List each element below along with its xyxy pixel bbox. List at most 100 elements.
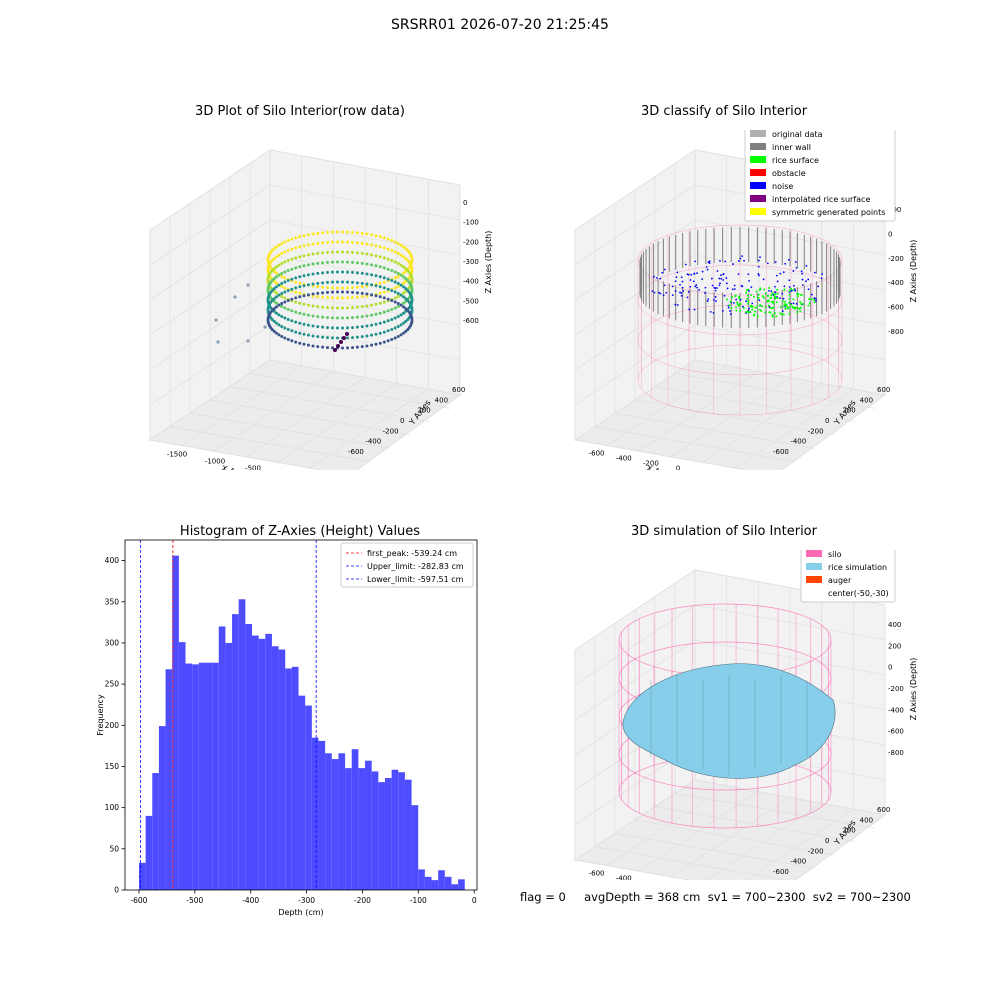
data-point <box>277 263 281 267</box>
data-point <box>370 283 374 287</box>
data-point <box>399 293 403 297</box>
z-tick-label: -200 <box>888 255 904 263</box>
data-point <box>298 341 302 345</box>
data-point <box>404 257 408 261</box>
data-point <box>402 285 406 289</box>
noise-point <box>694 285 697 288</box>
noise-point <box>712 311 715 314</box>
histogram-bar <box>225 642 233 890</box>
data-point <box>316 345 320 349</box>
noise-point <box>801 284 804 286</box>
x-tick-label: -600 <box>589 450 605 458</box>
data-point <box>330 296 334 300</box>
data-point <box>399 273 403 277</box>
rice-surface-point <box>800 293 803 296</box>
noise-point <box>729 310 731 312</box>
data-point <box>316 315 320 319</box>
data-point <box>321 281 325 285</box>
rice-surface-point <box>767 295 770 298</box>
data-point <box>404 319 408 323</box>
data-point <box>396 314 400 318</box>
y-tick-label: -600 <box>348 448 364 456</box>
noise-point <box>731 288 734 291</box>
data-point <box>370 323 374 327</box>
data-point <box>360 285 364 289</box>
data-point <box>274 271 278 275</box>
data-point <box>335 270 339 274</box>
data-point <box>306 293 310 297</box>
outlier-point <box>246 283 250 287</box>
data-point <box>393 316 397 320</box>
data-point <box>272 277 276 281</box>
rice-surface-point <box>771 315 774 318</box>
data-point <box>386 339 390 343</box>
z-tick-label: 0 <box>888 230 892 238</box>
x-tick-label: -200 <box>643 880 659 881</box>
data-point <box>325 280 329 284</box>
rice-surface-point <box>757 293 760 296</box>
data-point <box>286 289 290 293</box>
data-point <box>386 319 390 323</box>
x-tick-label: 200 <box>698 470 711 471</box>
data-point <box>306 233 310 237</box>
data-point <box>316 261 320 265</box>
data-point <box>351 290 355 294</box>
rice-surface-point <box>750 293 753 296</box>
grid-line <box>269 324 461 361</box>
data-point <box>351 240 355 244</box>
legend-swatch <box>806 563 822 570</box>
data-point <box>355 315 359 319</box>
noise-point <box>741 285 744 288</box>
rice-surface-point <box>745 291 748 294</box>
data-point <box>393 290 397 294</box>
noise-point <box>719 259 721 262</box>
data-point <box>393 336 397 340</box>
data-point <box>280 304 284 308</box>
data-point <box>396 292 400 296</box>
data-point <box>270 248 274 252</box>
data-point <box>272 267 276 271</box>
rice-surface-point <box>766 300 769 303</box>
noise-point <box>681 280 684 283</box>
y-axis-label: Frequency <box>96 694 105 736</box>
y-tick-label: 400 <box>860 816 873 824</box>
data-point <box>311 262 315 266</box>
noise-point <box>659 292 662 295</box>
legend-label: silo <box>828 550 842 559</box>
data-point <box>311 282 315 286</box>
y-tick-label: 600 <box>452 386 465 394</box>
data-point <box>277 323 281 327</box>
x-tick-label: -1000 <box>205 458 225 466</box>
noise-point <box>720 277 723 280</box>
data-point <box>390 307 394 311</box>
noise-point <box>698 288 701 291</box>
data-point <box>283 240 287 244</box>
outlier-point <box>214 318 218 322</box>
histogram-bar <box>172 555 179 890</box>
noise-point <box>674 280 677 283</box>
data-point <box>290 247 294 251</box>
histogram-bar <box>152 773 159 890</box>
grid-line <box>574 324 696 406</box>
data-point <box>302 322 306 326</box>
histogram-bar <box>278 649 286 890</box>
data-point <box>280 284 284 288</box>
grid-line <box>169 426 371 462</box>
data-point <box>335 306 339 310</box>
data-point <box>290 329 294 333</box>
y-tick-label: -400 <box>790 438 806 446</box>
data-point <box>335 286 339 290</box>
data-point <box>280 314 284 318</box>
data-point <box>302 294 306 298</box>
noise-point <box>801 278 804 281</box>
noise-point <box>748 279 750 282</box>
data-point <box>346 336 350 340</box>
data-point <box>410 256 414 260</box>
z-tick-label: 200 <box>888 642 901 650</box>
data-point <box>370 333 374 337</box>
data-point <box>374 312 378 316</box>
y-tick-label: 0 <box>825 417 829 425</box>
data-point <box>390 299 394 303</box>
rice-surface-point <box>796 311 799 314</box>
data-point <box>325 270 329 274</box>
